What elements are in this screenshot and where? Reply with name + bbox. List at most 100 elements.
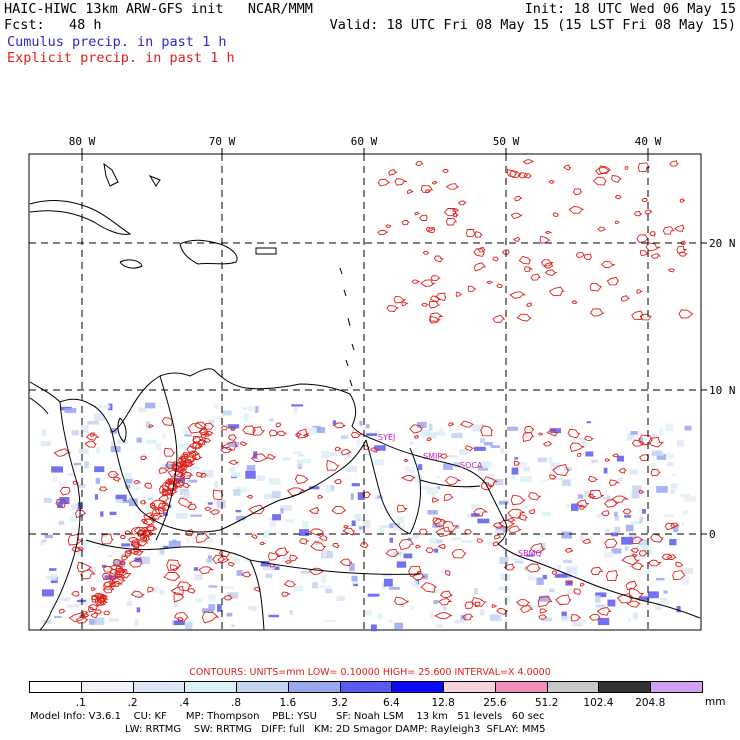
- explicit-contour: [510, 212, 523, 220]
- explicit-contour: [509, 291, 527, 299]
- cumulus-cell: [669, 538, 677, 546]
- explicit-contour: [393, 596, 409, 606]
- cumulus-cell: [572, 622, 583, 627]
- cumulus-cell: [58, 520, 65, 525]
- colorbar-swatch: [287, 681, 341, 693]
- cumulus-cell: [514, 561, 524, 564]
- cumulus-cell: [128, 498, 138, 507]
- cumulus-cell: [162, 433, 166, 439]
- coastlines: [29, 162, 701, 631]
- cumulus-cell: [570, 424, 577, 428]
- cumulus-cell: [365, 424, 370, 429]
- explicit-contour: [412, 573, 426, 581]
- explicit-contour: [173, 591, 185, 603]
- explicit-contour: [526, 302, 533, 308]
- cumulus-cell: [291, 404, 304, 407]
- explicit-contour: [385, 548, 399, 557]
- cumulus-cell: [309, 486, 320, 490]
- explicit-contour: [114, 569, 128, 577]
- explicit-contour: [428, 300, 441, 309]
- explicit-contour: [317, 494, 324, 499]
- explicit-contour: [187, 423, 207, 434]
- explicit-contour: [182, 459, 193, 466]
- cumulus-cell: [436, 476, 441, 479]
- explicit-contour: [130, 590, 145, 598]
- explicit-contour: [621, 555, 641, 566]
- cumulus-cell: [190, 514, 203, 517]
- colorbar-swatch: [236, 681, 289, 693]
- explicit-contour: [631, 310, 644, 320]
- explicit-contour: [75, 509, 87, 519]
- explicit-contour: [222, 594, 234, 601]
- cumulus-cell: [431, 492, 436, 501]
- cumulus-cell: [186, 474, 192, 478]
- explicit-contour: [284, 560, 293, 564]
- cumulus-cell: [498, 617, 502, 622]
- cumulus-cell: [561, 531, 572, 539]
- colorbar-swatch: [339, 681, 393, 693]
- explicit-precip-contours: [53, 159, 694, 624]
- cumulus-cell: [471, 513, 480, 517]
- explicit-contour: [546, 429, 559, 437]
- explicit-contour: [167, 483, 179, 491]
- explicit-contour: [636, 234, 649, 243]
- explicit-contour: [506, 168, 518, 178]
- explicit-contour: [129, 547, 144, 556]
- explicit-contour: [71, 591, 80, 597]
- explicit-contour: [152, 508, 161, 516]
- colorbar-swatch: [132, 681, 186, 693]
- cumulus-cell: [411, 581, 419, 588]
- explicit-contour: [422, 250, 430, 255]
- explicit-contour: [101, 533, 114, 545]
- explicit-contour: [182, 483, 191, 489]
- cumulus-cell: [243, 413, 249, 421]
- cumulus-cell: [614, 511, 618, 517]
- cumulus-cell: [357, 492, 365, 500]
- cumulus-cell: [325, 484, 334, 493]
- cumulus-cell: [268, 614, 279, 618]
- cumulus-cell: [554, 574, 560, 578]
- explicit-contour: [99, 600, 109, 606]
- cumulus-cell: [116, 531, 128, 537]
- explicit-contour: [480, 482, 494, 491]
- cumulus-cell: [370, 624, 377, 632]
- explicit-contour: [648, 559, 662, 567]
- cumulus-cell: [511, 475, 516, 480]
- explicit-contour: [589, 308, 606, 317]
- explicit-contour: [509, 169, 522, 178]
- explicit-contour: [589, 489, 604, 499]
- cumulus-cell: [260, 561, 270, 567]
- explicit-contour: [149, 503, 156, 509]
- explicit-contour: [139, 499, 147, 505]
- explicit-contour: [361, 491, 372, 499]
- explicit-contour: [530, 542, 546, 553]
- cumulus-cell: [382, 573, 393, 577]
- cumulus-cell: [374, 496, 384, 500]
- explicit-contour: [176, 581, 193, 592]
- cumulus-cell: [325, 588, 333, 594]
- cumulus-cell: [436, 486, 441, 490]
- cumulus-cell: [540, 542, 546, 551]
- cumulus-cell: [138, 407, 146, 413]
- explicit-contour: [130, 541, 141, 548]
- cumulus-cell: [352, 578, 359, 584]
- cumulus-cell: [434, 548, 439, 553]
- tick-marks: [81, 148, 707, 535]
- cumulus-cell: [95, 447, 101, 454]
- explicit-contour: [133, 480, 141, 485]
- explicit-contour: [433, 255, 444, 263]
- explicit-contour: [128, 558, 143, 568]
- cumulus-cell: [322, 550, 327, 557]
- colorbar-swatch: [80, 681, 134, 693]
- explicit-contour: [125, 549, 132, 555]
- explicit-contour: [242, 425, 257, 436]
- explicit-contour: [342, 527, 356, 536]
- cumulus-cell: [479, 609, 485, 616]
- station-label: SOCA: [460, 461, 483, 470]
- explicit-contour: [548, 286, 565, 297]
- cumulus-cell: [383, 578, 393, 587]
- explicit-contour: [639, 249, 649, 256]
- explicit-contour: [177, 469, 185, 474]
- cumulus-cell: [389, 537, 393, 543]
- cumulus-cell: [561, 611, 567, 619]
